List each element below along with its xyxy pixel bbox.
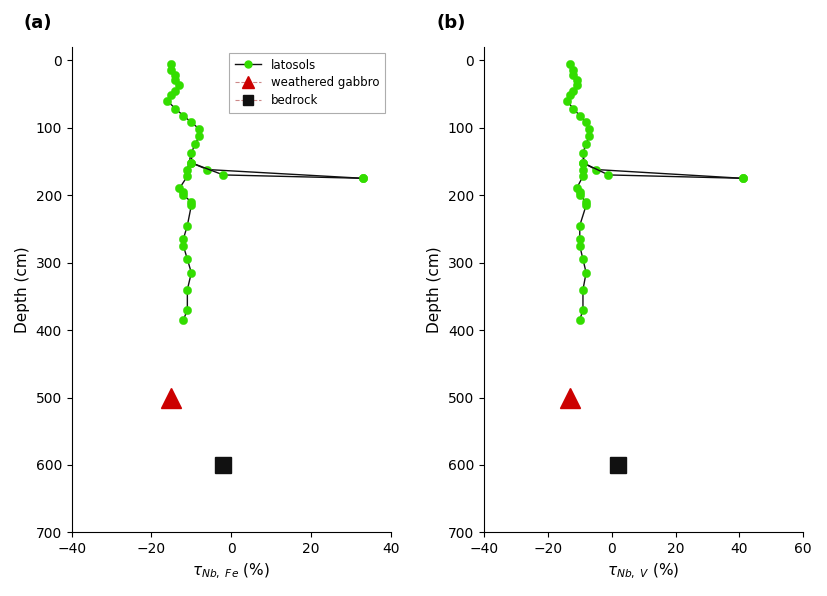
X-axis label: $\tau_{Nb,\ Fe}$ (%): $\tau_{Nb,\ Fe}$ (%) — [193, 561, 270, 581]
Text: (b): (b) — [436, 14, 466, 32]
Text: (a): (a) — [24, 14, 52, 32]
Y-axis label: Depth (cm): Depth (cm) — [428, 246, 442, 333]
Y-axis label: Depth (cm): Depth (cm) — [15, 246, 30, 333]
Legend: latosols, weathered gabbro, bedrock: latosols, weathered gabbro, bedrock — [229, 52, 385, 113]
X-axis label: $\tau_{Nb,\ V}$ (%): $\tau_{Nb,\ V}$ (%) — [607, 561, 680, 581]
